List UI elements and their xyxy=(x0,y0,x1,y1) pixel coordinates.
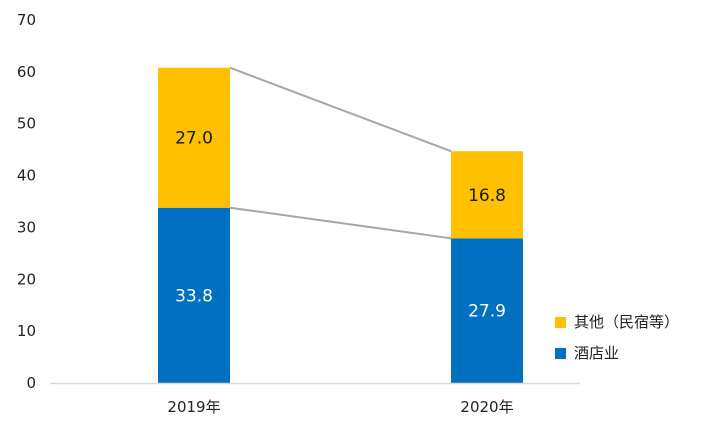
y-tick-label: 40 xyxy=(17,167,36,185)
bar-segment xyxy=(451,238,523,383)
data-label: 27.9 xyxy=(468,302,506,322)
y-tick-label: 0 xyxy=(26,374,36,392)
x-tick-label: 2019年 xyxy=(167,398,220,416)
x-axis-category-labels: 2019年 2020年 xyxy=(167,398,513,416)
legend: 其他（民宿等） 酒店业 xyxy=(555,313,679,362)
connector-line xyxy=(229,206,452,240)
x-tick-label: 2020年 xyxy=(460,398,513,416)
y-tick-label: 30 xyxy=(17,218,36,236)
y-tick-label: 10 xyxy=(17,322,36,340)
data-label: 16.8 xyxy=(468,186,506,206)
data-label: 33.8 xyxy=(175,286,213,306)
y-tick-label: 20 xyxy=(17,270,36,288)
legend-label: 酒店业 xyxy=(574,344,619,362)
bars: 33.8 27.0 27.9 16.8 xyxy=(158,67,523,383)
data-label: 27.0 xyxy=(175,129,213,149)
connector-line xyxy=(229,66,452,153)
y-axis-ticks: 0 10 20 30 40 50 60 70 xyxy=(17,11,36,392)
bar-segment xyxy=(158,67,230,208)
series-connector-lines xyxy=(229,66,452,240)
y-tick-label: 70 xyxy=(17,11,36,29)
legend-swatch xyxy=(555,348,566,359)
y-tick-label: 50 xyxy=(17,115,36,133)
legend-label: 其他（民宿等） xyxy=(574,313,679,331)
bar-segment xyxy=(451,151,523,239)
y-tick-label: 60 xyxy=(17,63,36,81)
legend-swatch xyxy=(555,317,566,328)
bar-segment xyxy=(158,207,230,383)
